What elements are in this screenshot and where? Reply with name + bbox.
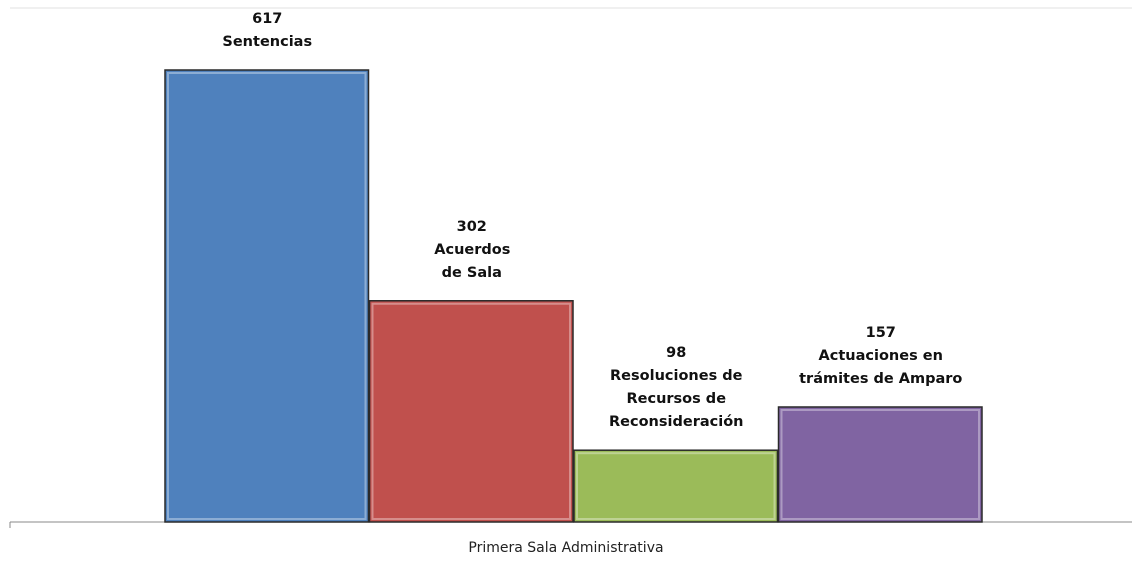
value-label: 157 [865, 325, 896, 341]
series-label: Sentencias [222, 34, 313, 50]
series-label: Resoluciones de Recursos de Reconsiderac… [609, 368, 744, 431]
data-label: 617 Sentencias [167, 8, 367, 54]
bar-highlight [780, 408, 980, 520]
bar-highlight [371, 302, 571, 520]
data-label: 302 Acuerdos de Sala [434, 216, 511, 285]
data-label: 98 Resoluciones de Recursos de Reconsider… [596, 342, 756, 434]
x-tick-label: Primera Sala Administrativa [468, 540, 664, 556]
series-label: Acuerdos de Sala [434, 241, 511, 281]
bar [573, 449, 779, 523]
bar-highlight [576, 452, 776, 520]
bar-highlight [167, 72, 367, 520]
bar [164, 69, 370, 523]
bar [777, 406, 983, 523]
value-label: 617 [252, 11, 283, 27]
value-label: 302 [456, 218, 487, 235]
data-label: 157 Actuaciones en trámites de Amparo [798, 322, 963, 391]
value-label: 98 [666, 345, 687, 362]
bar [368, 300, 574, 523]
series-label: Actuaciones en trámites de Amparo [799, 348, 963, 387]
